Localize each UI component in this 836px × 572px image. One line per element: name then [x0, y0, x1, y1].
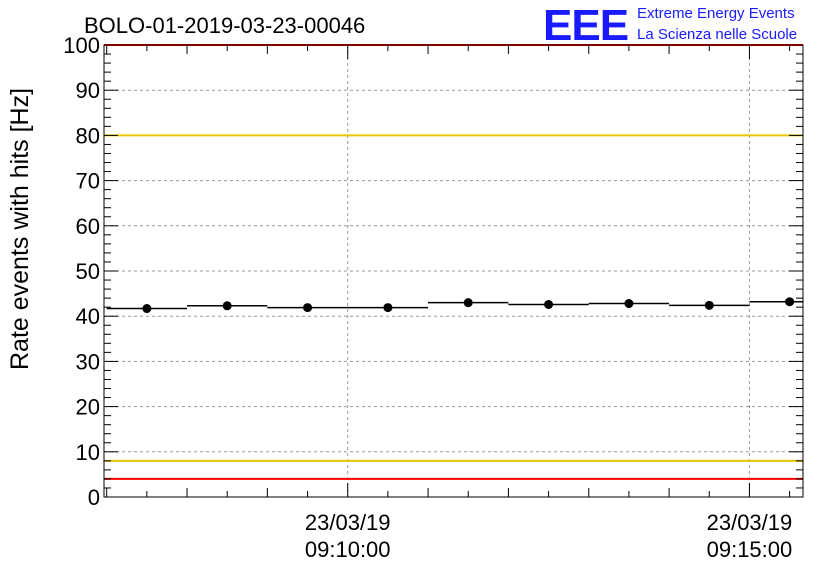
- y-axis-title: Rate events with hits [Hz]: [6, 88, 34, 370]
- data-point: [142, 304, 152, 314]
- data-point: [544, 299, 554, 309]
- x-tick-time-label: 09:15:00: [707, 537, 793, 562]
- logo-mark: EEE: [543, 1, 628, 50]
- y-tick-label: 100: [63, 33, 100, 58]
- y-tick-label: 80: [76, 123, 100, 148]
- reference-lines: [104, 44, 803, 480]
- data-series: [106, 297, 803, 314]
- chart-title: BOLO-01-2019-03-23-00046: [84, 13, 365, 38]
- x-tick-time-label: 09:10:00: [305, 537, 391, 562]
- data-point: [383, 303, 393, 313]
- y-tick-label: 10: [76, 440, 100, 465]
- grid: [104, 45, 803, 497]
- logo-line-2: La Scienza nelle Scuole: [637, 26, 797, 43]
- y-tick-label: 40: [76, 304, 100, 329]
- data-point: [624, 299, 634, 309]
- y-tick-label: 60: [76, 214, 100, 239]
- data-point: [463, 298, 473, 308]
- y-tick-label: 50: [76, 259, 100, 284]
- data-point: [704, 300, 714, 310]
- logo-line-1: Extreme Energy Events: [637, 5, 795, 22]
- y-tick-label: 90: [76, 78, 100, 103]
- y-tick-label: 0: [88, 485, 100, 510]
- axes: 010203040506070809010023/03/1909:10:0023…: [63, 33, 803, 562]
- y-tick-label: 20: [76, 395, 100, 420]
- eee-logo: EEE Extreme Energy Events La Scienza nel…: [543, 1, 797, 50]
- data-point: [303, 303, 313, 313]
- x-tick-date-label: 23/03/19: [305, 510, 391, 535]
- x-tick-date-label: 23/03/19: [707, 510, 793, 535]
- data-point: [785, 297, 795, 307]
- y-tick-label: 70: [76, 169, 100, 194]
- y-tick-label: 30: [76, 349, 100, 374]
- data-point: [222, 301, 232, 311]
